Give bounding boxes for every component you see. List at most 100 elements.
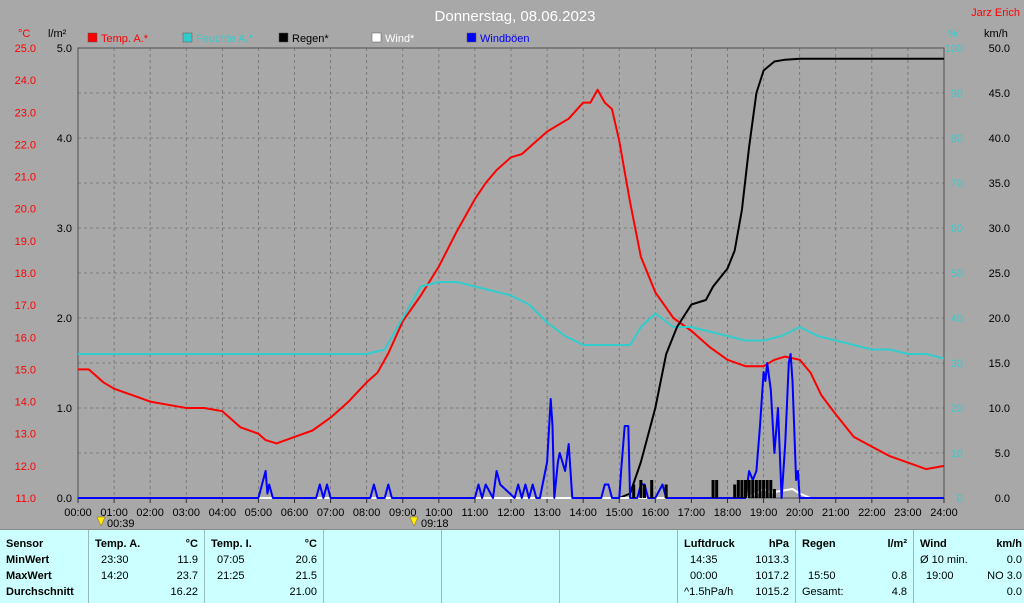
pressure-r3-val: 1015.2 — [755, 586, 789, 598]
rain-r3-val: 4.8 — [891, 586, 907, 598]
x-tick-label: 14:00 — [569, 507, 597, 519]
statistics-table: Sensor MinWert MaxWert Durchschnitt Temp… — [0, 529, 1024, 603]
temp-tick-label: 25.0 — [15, 43, 36, 55]
pressure-r1-time: 14:35 — [690, 554, 718, 566]
humidity-tick-label: 80 — [951, 133, 963, 145]
temp-tick-label: 12.0 — [15, 461, 36, 473]
col-wind: Wind km/h Ø 10 min. 0.0 19:00 NO 3.0 0.0 — [914, 530, 1024, 603]
temp-a-max-val: 23.7 — [176, 570, 198, 582]
x-tick-label: 16:00 — [642, 507, 670, 519]
sun-markers: 00:39 09:18 — [96, 516, 449, 530]
sunset-icon — [409, 516, 419, 527]
x-tick-label: 20:00 — [786, 507, 814, 519]
rain-unit-label: l/m² — [48, 28, 67, 40]
sunrise-icon — [96, 516, 106, 527]
x-tick-label: 19:00 — [750, 507, 778, 519]
rain-tick-label: 0.0 — [57, 493, 72, 505]
x-tick-label: 11:00 — [462, 507, 489, 519]
wind-tick-label: 35.0 — [989, 178, 1010, 190]
rain-bar — [632, 484, 636, 498]
pressure-unit: hPa — [768, 538, 789, 550]
rain-header: Regen — [802, 538, 836, 550]
wind-unit-label: km/h — [984, 28, 1008, 40]
rain-tick-label: 4.0 — [57, 133, 72, 145]
rain-bar — [747, 480, 751, 498]
rain-r3-label: Gesamt: — [802, 586, 844, 598]
wind-tick-label: 0.0 — [995, 493, 1010, 505]
temp-tick-label: 18.0 — [15, 268, 36, 280]
pressure-r1-val: 1013.3 — [755, 554, 789, 566]
wind-r2-time: 19:00 — [926, 570, 954, 582]
legend-label: Feuchte A.* — [196, 33, 254, 45]
x-tick-label: 08:00 — [353, 507, 381, 519]
pressure-r2-val: 1017.2 — [755, 570, 789, 582]
rain-tick-label: 5.0 — [57, 43, 72, 55]
rain-bar — [643, 484, 647, 498]
wind-r3-val: 0.0 — [1006, 586, 1022, 598]
col-temp-i: Temp. I. °C 07:05 20.6 21:25 21.5 21.00 — [205, 530, 324, 603]
humidity-tick-label: 40 — [951, 313, 963, 325]
x-tick-label: 21:00 — [822, 507, 850, 519]
rain-bar — [744, 480, 748, 498]
x-tick-label: 02:00 — [136, 507, 164, 519]
humidity-tick-label: 90 — [951, 88, 963, 100]
wind-tick-label: 25.0 — [989, 268, 1010, 280]
temp-a-avg: 16.22 — [170, 586, 198, 598]
temp-tick-label: 21.0 — [15, 172, 36, 184]
col-empty-3 — [560, 530, 678, 603]
rain-bar — [740, 480, 744, 498]
rain-r2-time: 15:50 — [808, 570, 836, 582]
humidity-tick-label: 100 — [945, 43, 963, 55]
temp-tick-label: 13.0 — [15, 429, 36, 441]
x-tick-label: 17:00 — [678, 507, 706, 519]
wind-unit: km/h — [996, 538, 1022, 550]
col-empty-1 — [324, 530, 442, 603]
rain-bar — [758, 480, 762, 498]
row-label-min: MinWert — [6, 554, 50, 566]
pressure-r3-label: ^1.5hPa/h — [684, 586, 734, 598]
x-tick-label: 10:00 — [425, 507, 453, 519]
legend: Temp. A.* Feuchte A.* Regen* Wind* Windböen — [87, 32, 530, 45]
rain-bar — [664, 484, 668, 498]
temp-tick-label: 14.0 — [15, 397, 36, 409]
row-label-avg: Durchschnitt — [6, 586, 74, 598]
x-tick-label: 15:00 — [605, 507, 633, 519]
humidity-tick-label: 20 — [951, 403, 963, 415]
legend-label: Regen* — [292, 33, 329, 45]
humidity-tick-label: 10 — [951, 448, 963, 460]
series-temp-a — [78, 88, 945, 471]
series-regen — [78, 57, 944, 499]
temp-tick-label: 20.0 — [15, 204, 36, 216]
rain-bar — [765, 480, 769, 498]
legend-swatch — [371, 32, 382, 43]
pressure-r2-time: 00:00 — [690, 570, 718, 582]
rain-bar — [733, 484, 737, 498]
weather-chart: Donnerstag, 08.06.2023 Jarz Erich °C l/m… — [15, 7, 1020, 530]
temp-unit-label: °C — [18, 28, 30, 40]
pressure-header: Luftdruck — [684, 538, 735, 550]
temp-tick-label: 19.0 — [15, 236, 36, 248]
humidity-tick-label: 30 — [951, 358, 963, 370]
series-feuchte-a — [78, 281, 945, 360]
rain-tick-label: 1.0 — [57, 403, 72, 415]
col-sensor: Sensor MinWert MaxWert Durchschnitt — [0, 530, 89, 603]
wind-tick-label: 40.0 — [989, 133, 1010, 145]
x-tick-label: 13:00 — [533, 507, 561, 519]
rain-unit: l/m² — [887, 538, 907, 550]
temp-tick-label: 11.0 — [15, 493, 36, 505]
x-tick-label: 23:00 — [894, 507, 922, 519]
col-pressure: Luftdruck hPa 14:35 1013.3 00:00 1017.2 … — [678, 530, 796, 603]
humidity-tick-label: 50 — [951, 268, 963, 280]
rain-r2-val: 0.8 — [891, 570, 907, 582]
wind-r1-label: Ø 10 min. — [920, 554, 968, 566]
x-tick-label: 00:00 — [64, 507, 92, 519]
x-tick-label: 07:00 — [317, 507, 345, 519]
sensor-header: Sensor — [6, 538, 44, 550]
temp-tick-label: 16.0 — [15, 332, 36, 344]
temp-tick-label: 24.0 — [15, 75, 36, 87]
temp-a-max-time: 14:20 — [101, 570, 129, 582]
wind-r1-val: 0.0 — [1006, 554, 1022, 566]
temp-i-max-time: 21:25 — [217, 570, 245, 582]
x-tick-label: 03:00 — [172, 507, 200, 519]
x-tick-label: 05:00 — [245, 507, 273, 519]
